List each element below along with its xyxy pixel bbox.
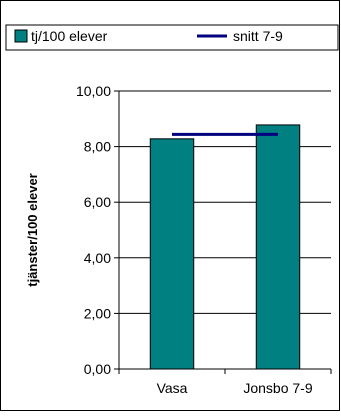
bars	[149, 124, 301, 370]
y-tick-label: 6,00	[84, 194, 111, 210]
legend-box	[5, 24, 339, 51]
y-tick-labels: 0,00 2,00 4,00 6,00 8,00 10,00	[76, 83, 111, 377]
legend-bar-swatch	[14, 29, 28, 43]
legend: tj/100 elever snitt 7-9	[5, 24, 339, 51]
y-axis-label: tjänster/100 elever	[25, 173, 40, 286]
y-tick-label: 2,00	[84, 305, 111, 321]
legend-line-label: snitt 7-9	[233, 28, 283, 44]
axes	[114, 90, 332, 374]
y-tick-label: 8,00	[84, 139, 111, 155]
y-tick-label: 10,00	[76, 83, 111, 99]
x-tick-label: Vasa	[157, 380, 188, 396]
bar	[255, 124, 301, 370]
y-tick-label: 4,00	[84, 250, 111, 266]
x-tick-labels: Vasa Jonsbo 7-9	[157, 380, 313, 396]
y-tick-label: 0,00	[84, 361, 111, 377]
bar	[149, 138, 195, 370]
legend-bar-label: tj/100 elever	[31, 28, 108, 44]
x-tick-label: Jonsbo 7-9	[243, 380, 312, 396]
